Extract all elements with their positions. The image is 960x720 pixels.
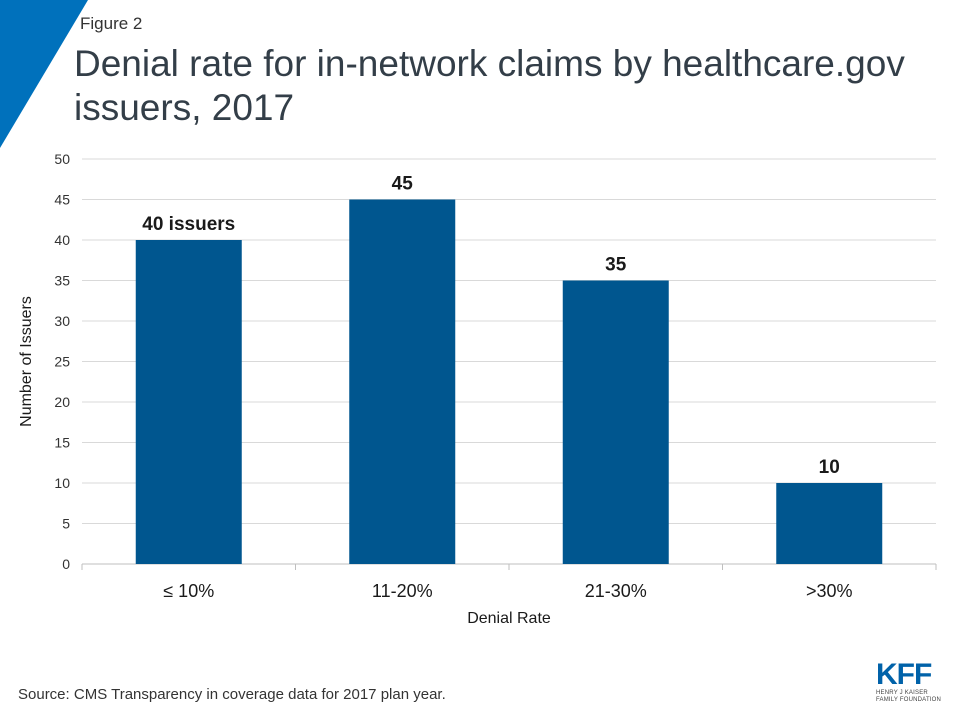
y-axis-title: Number of Issuers	[18, 296, 35, 427]
bar-chart: 0 5 10 15 20 25 30 35 40 45 50 40 issuers ≤ 10% 45 11-…	[18, 151, 937, 627]
y-tick-label: 40	[54, 232, 70, 248]
x-tick-label: ≤ 10%	[163, 581, 214, 601]
bar	[562, 280, 669, 564]
chart-title: Denial rate for in-network claims by hea…	[74, 43, 905, 128]
figure-label: Figure 2	[80, 14, 143, 33]
corner-accent-triangle	[0, 0, 88, 148]
y-tick-label: 10	[54, 475, 70, 491]
logo-text: KFF	[876, 658, 932, 691]
x-tick-label: 21-30%	[585, 581, 647, 601]
bar	[349, 199, 456, 564]
data-label: 45	[392, 174, 414, 195]
y-tick-label: 5	[62, 516, 70, 532]
logo-tagline-2: FAMILY FOUNDATION	[876, 697, 942, 703]
y-tick-label: 0	[62, 556, 70, 572]
data-label: 40 issuers	[142, 214, 235, 235]
y-tick-label: 35	[54, 273, 70, 289]
source-note: Source: CMS Transparency in coverage dat…	[18, 686, 446, 703]
y-tick-label: 45	[54, 192, 70, 208]
x-tick-label: >30%	[806, 581, 853, 601]
data-label: 10	[819, 457, 840, 478]
kff-logo: KFF HENRY J KAISER FAMILY FOUNDATION	[876, 660, 948, 708]
y-tick-label: 25	[54, 354, 70, 370]
bar	[135, 240, 242, 564]
logo-tagline-1: HENRY J KAISER	[876, 690, 928, 696]
y-tick-label: 20	[54, 394, 70, 410]
y-tick-label: 50	[54, 151, 70, 167]
y-tick-label: 15	[54, 435, 70, 451]
x-tick-label: 11-20%	[372, 581, 433, 601]
x-axis-title: Denial Rate	[467, 610, 551, 627]
data-label: 35	[605, 255, 627, 276]
bar	[776, 483, 883, 564]
y-tick-label: 30	[54, 313, 70, 329]
